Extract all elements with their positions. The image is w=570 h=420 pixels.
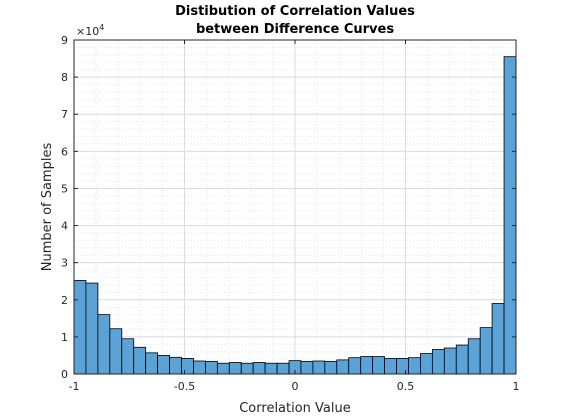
y-tick-label: 1 [61,331,68,344]
x-tick-label: -1 [69,380,80,393]
histogram-bar [384,358,397,375]
histogram-bar [193,360,206,375]
histogram-bar [240,362,254,375]
histogram-bar [169,356,182,375]
histogram-bar [312,360,326,375]
histogram-bar [431,349,445,375]
y-tick-label: 6 [61,145,68,158]
chart-title-line1: Distibution of Correlation Values [175,4,415,19]
y-exponent-base: ×10 [76,25,99,38]
histogram-bar [443,347,457,375]
histogram-bars [73,56,517,375]
y-axis-label: Number of Samples [40,143,55,272]
y-tick-label: 0 [61,368,68,381]
histogram-bar [228,362,242,375]
histogram-bar [85,282,99,375]
histogram-bar [145,352,159,375]
histogram-bar [396,358,409,375]
x-tick-label: 0 [292,380,299,393]
histogram-bar [205,360,218,375]
histogram-bar [467,338,481,375]
histogram-bar [420,353,433,375]
histogram-bar [336,359,350,375]
histogram-bar [181,358,194,375]
histogram-bar [479,327,493,375]
grid [73,39,517,375]
histogram-bar [276,362,290,375]
histogram-bar [109,328,123,375]
y-tick-label: 8 [61,71,68,84]
histogram-bar [360,356,374,375]
histogram-bar [324,360,338,375]
y-tick-label: 2 [61,294,68,307]
y-tick-label: 5 [61,182,68,195]
histogram-bar [503,56,517,375]
y-axis-exponent: ×104 [76,23,104,38]
y-tick-label: 3 [61,257,68,270]
histogram-bar [408,357,421,375]
histogram-bar [455,344,469,375]
histogram-bar [252,362,266,375]
chart-title-line2: between Difference Curves [196,22,394,37]
histogram-bar [300,360,314,375]
histogram-bar [491,303,505,375]
histogram-bar [157,355,170,375]
histogram-bar [121,338,135,375]
x-tick-label: 1 [513,380,520,393]
y-tick-label: 4 [61,220,68,233]
y-tick-label: 7 [61,108,68,121]
x-tick-label: -0.5 [174,380,195,393]
histogram-bar [133,346,147,375]
histogram-bar [264,362,278,375]
axis-ticks: -1 -0.5 0 0.5 1 0 1 2 3 4 5 6 7 8 9 [61,34,520,393]
x-axis-label: Correlation Value [239,401,351,416]
histogram-bar [73,280,87,375]
histogram-bar [348,357,362,375]
y-exponent-power: 4 [99,23,104,32]
histogram-bar [372,356,385,375]
y-tick-label: 9 [61,34,68,47]
x-tick-label: 0.5 [397,380,415,393]
histogram-bar [97,314,111,375]
histogram-bar [216,362,230,375]
